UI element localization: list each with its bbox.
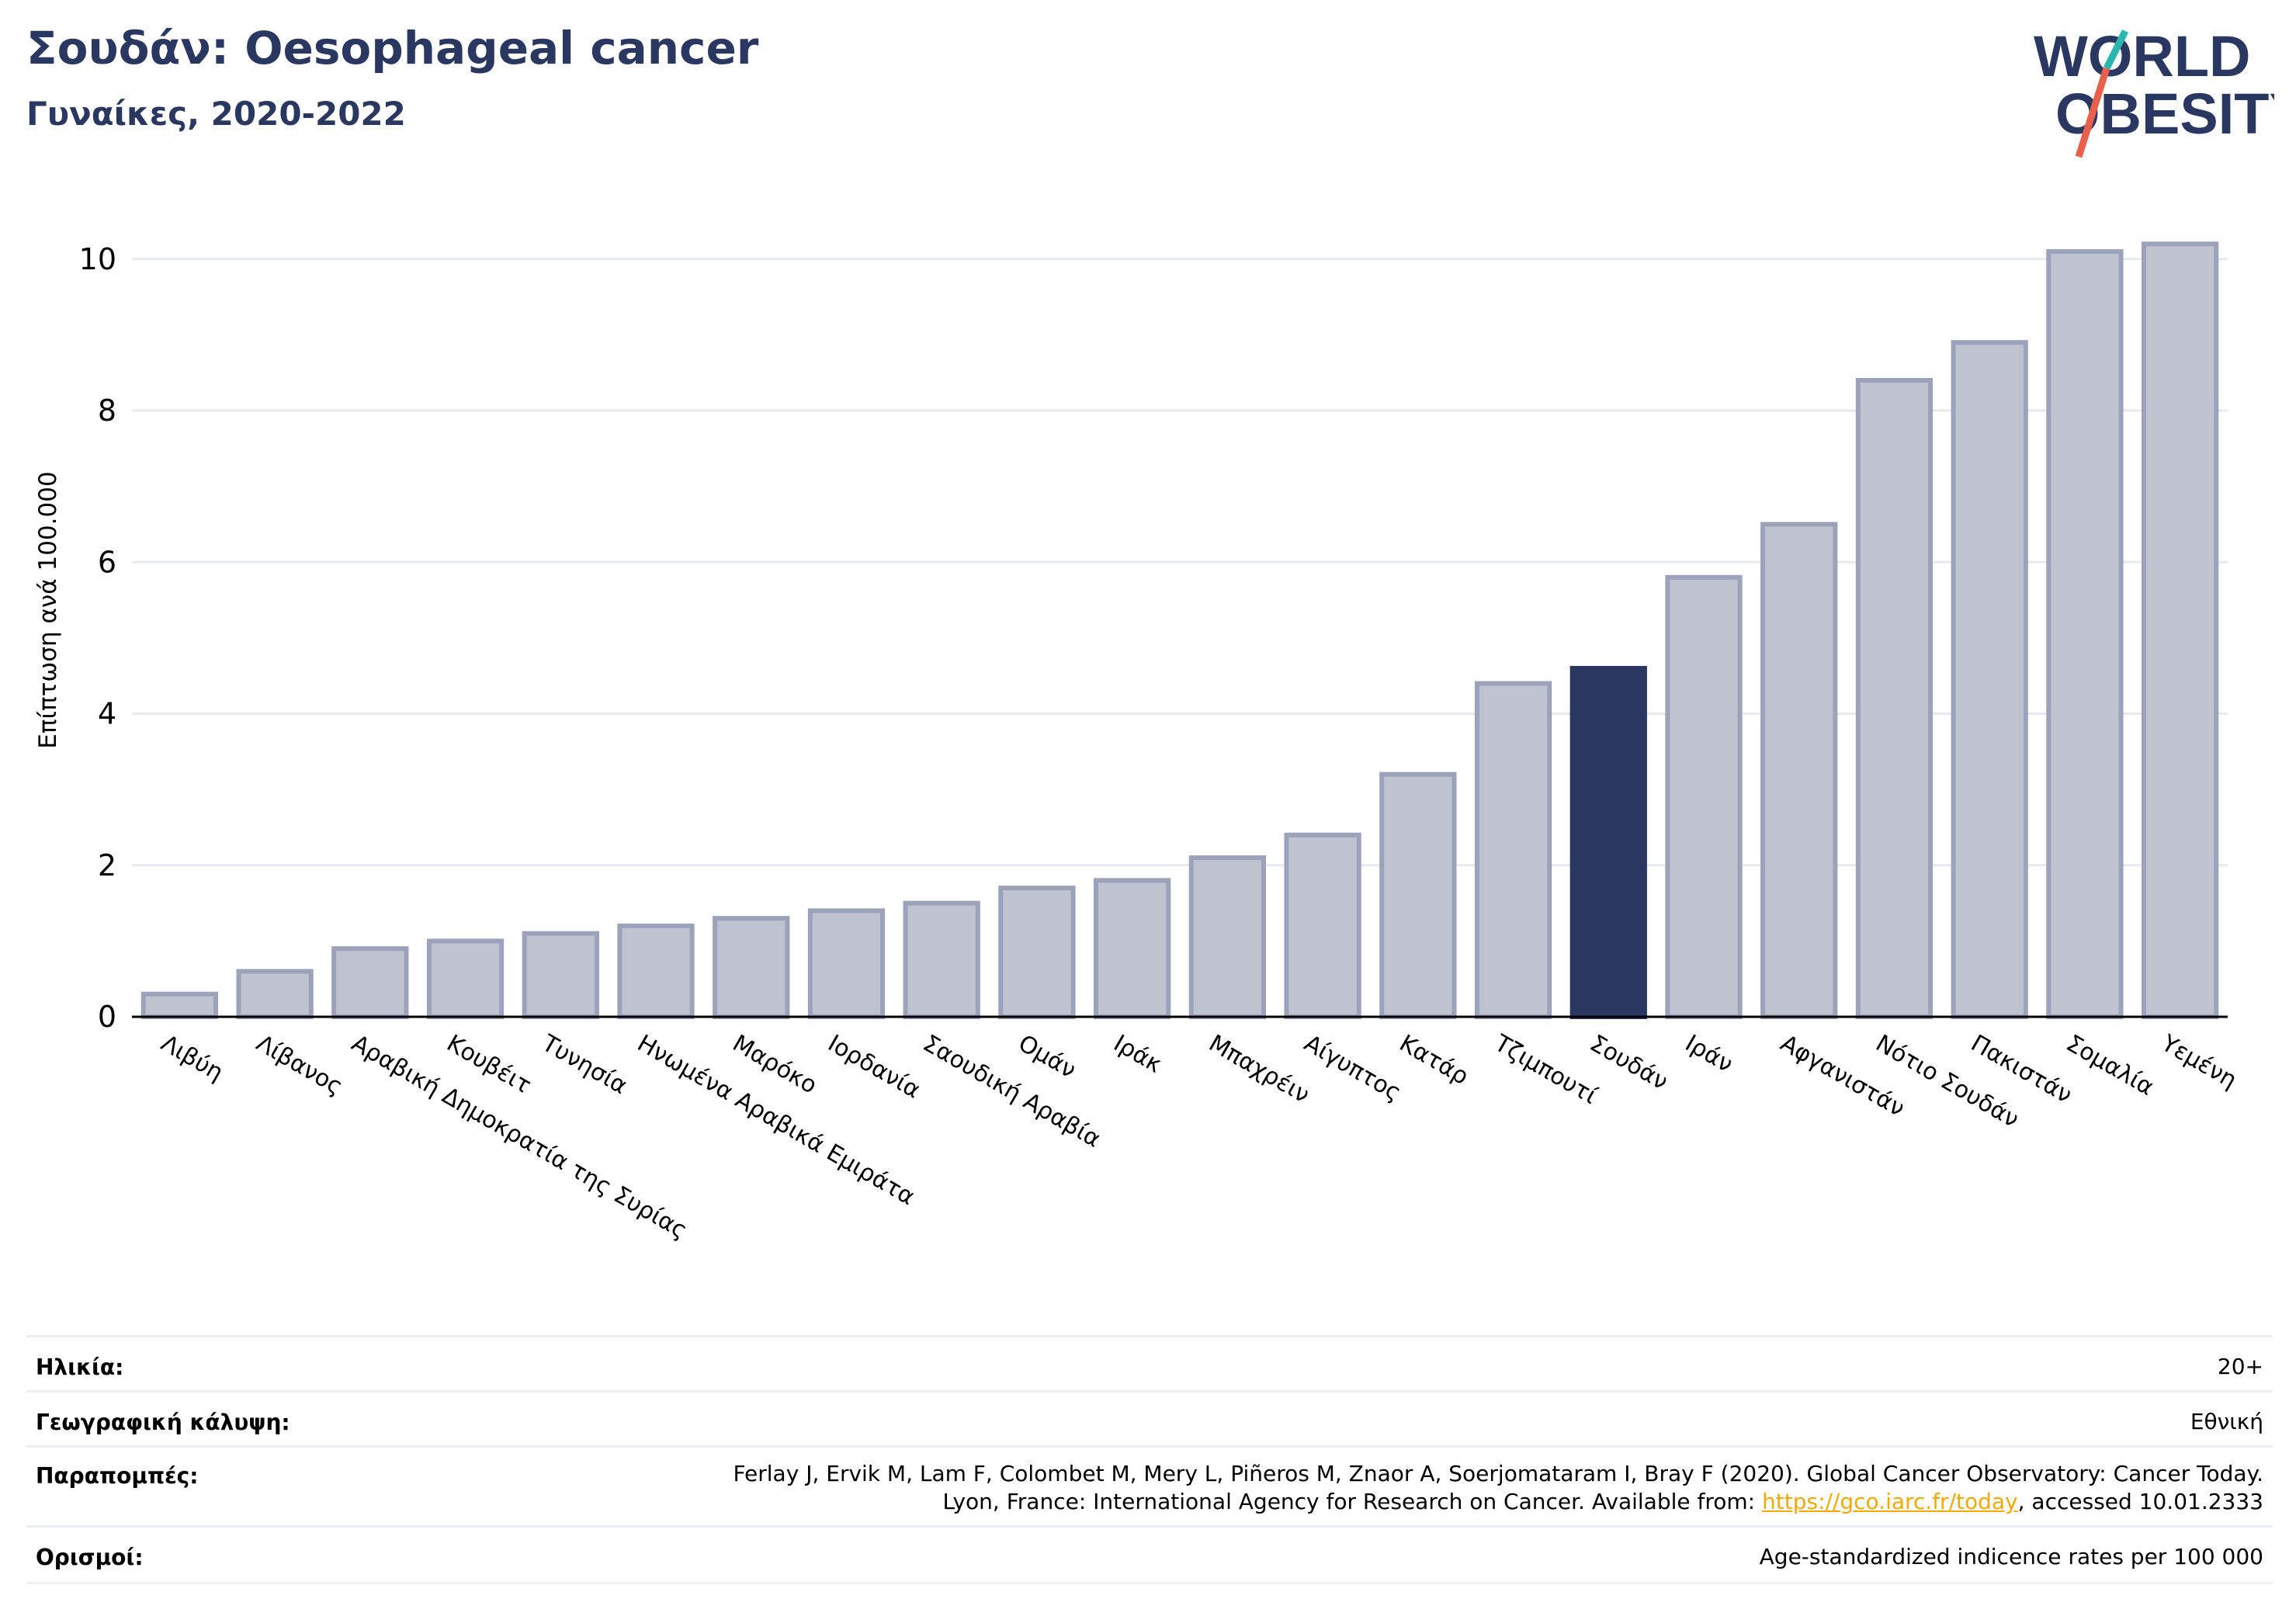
y-tick-label: 10 (79, 242, 116, 276)
logo-line-world: WORLD (2034, 24, 2251, 88)
bar (236, 969, 314, 1020)
x-tick-label: Σομαλία (2062, 1030, 2159, 1101)
info-row-definitions: Ορισμοί: Age-standardized indicence rate… (26, 1525, 2273, 1584)
bar (522, 931, 599, 1019)
info-row-age: Ηλικία: 20+ (26, 1335, 2273, 1390)
bar (903, 900, 980, 1019)
world-obesity-logo: WORLD OBESITY (2034, 24, 2274, 158)
logo-slash-teal (2103, 29, 2129, 71)
definitions-value: Age-standardized indicence rates per 100… (1759, 1544, 2263, 1569)
page-subtitle: Γυναίκες, 2020-2022 (26, 95, 406, 133)
bar (2142, 241, 2219, 1019)
references-line-2-text: Lyon, France: International Agency for R… (942, 1489, 1762, 1514)
page-title: Σουδάν: Oesophageal cancer (26, 22, 759, 75)
bar-chart: 0 2 4 6 8 10 Λιβύη Λίβανος Αραβική Δημοκρατία τ… (34, 241, 2242, 1244)
bar (713, 916, 790, 1019)
bar (1569, 665, 1647, 1019)
bar (1284, 832, 1361, 1019)
references-link[interactable]: https://gco.iarc.fr/today (1762, 1489, 2018, 1514)
x-tick-label: Ομάν (1014, 1030, 1080, 1084)
bar (2046, 249, 2124, 1019)
age-value: 20+ (2217, 1354, 2263, 1379)
coverage-value: Εθνική (2190, 1409, 2263, 1434)
y-axis-ticks: 0 2 4 6 8 10 (79, 242, 116, 1034)
bar (1760, 522, 1838, 1019)
info-row-coverage: Γεωγραφική κάλυψη: Εθνική (26, 1390, 2273, 1445)
references-line-2: Lyon, France: International Agency for R… (733, 1488, 2263, 1516)
bar (807, 908, 886, 1020)
x-tick-label: Ιράκ (1109, 1030, 1167, 1079)
bar (1188, 855, 1267, 1019)
y-tick-label: 6 (98, 545, 116, 579)
x-tick-label: Λίβανος (251, 1030, 347, 1101)
definitions-label: Ορισμοί: (36, 1545, 144, 1570)
bar (617, 923, 695, 1020)
info-table: Ηλικία: 20+ Γεωγραφική κάλυψη: Εθνική Πα… (26, 1335, 2273, 1584)
bar (998, 886, 1076, 1019)
references-accessed: , accessed 10.01.2333 (2017, 1489, 2263, 1514)
x-tick-label: Σαουδική Αραβία (918, 1030, 1105, 1153)
bar (1855, 378, 1934, 1019)
bar (1665, 574, 1743, 1019)
references-line-1: Ferlay J, Ervik M, Lam F, Colombet M, Me… (733, 1461, 2263, 1486)
x-tick-label: Λιβύη (156, 1030, 227, 1087)
y-tick-label: 0 (98, 1000, 116, 1034)
x-axis-ticks: Λιβύη Λίβανος Αραβική Δημοκρατία της Συρία… (156, 1029, 2241, 1244)
x-tick-label: Υεμένη (2156, 1029, 2242, 1094)
x-tick-label: Αίγυπτος (1299, 1030, 1406, 1107)
references-value: Ferlay J, Ervik M, Lam F, Colombet M, Me… (733, 1460, 2263, 1516)
info-row-references: Παραπομπές: Ferlay J, Ervik M, Lam F, Co… (26, 1445, 2273, 1525)
x-tick-label: Μπαχρέιν (1204, 1030, 1314, 1109)
y-tick-label: 2 (98, 848, 116, 883)
bar (331, 946, 409, 1019)
x-tick-label: Αραβική Δημοκρατία της Συρίας (347, 1030, 692, 1245)
x-tick-label: Τυνησία (536, 1029, 632, 1100)
y-axis-label: Επίπτωση ανά 100.000 (34, 471, 62, 748)
bar (426, 938, 505, 1020)
x-tick-label: Ιορδανία (823, 1030, 924, 1105)
y-tick-label: 8 (98, 394, 116, 428)
bar (1094, 878, 1171, 1020)
references-label: Παραπομπές: (36, 1463, 199, 1489)
x-tick-label: Ιράν (1680, 1030, 1737, 1079)
x-tick-label: Τζιμπουτί (1490, 1029, 1602, 1110)
bar (1951, 340, 2028, 1019)
coverage-label: Γεωγραφική κάλυψη: (36, 1410, 290, 1435)
bar (1474, 681, 1552, 1019)
bar (1379, 772, 1457, 1019)
age-label: Ηλικία: (36, 1354, 124, 1380)
x-tick-label: Κατάρ (1395, 1030, 1473, 1091)
logo-slash-red (2075, 67, 2110, 158)
bar (140, 991, 219, 1019)
bars (140, 241, 2219, 1020)
y-tick-label: 4 (98, 697, 116, 731)
